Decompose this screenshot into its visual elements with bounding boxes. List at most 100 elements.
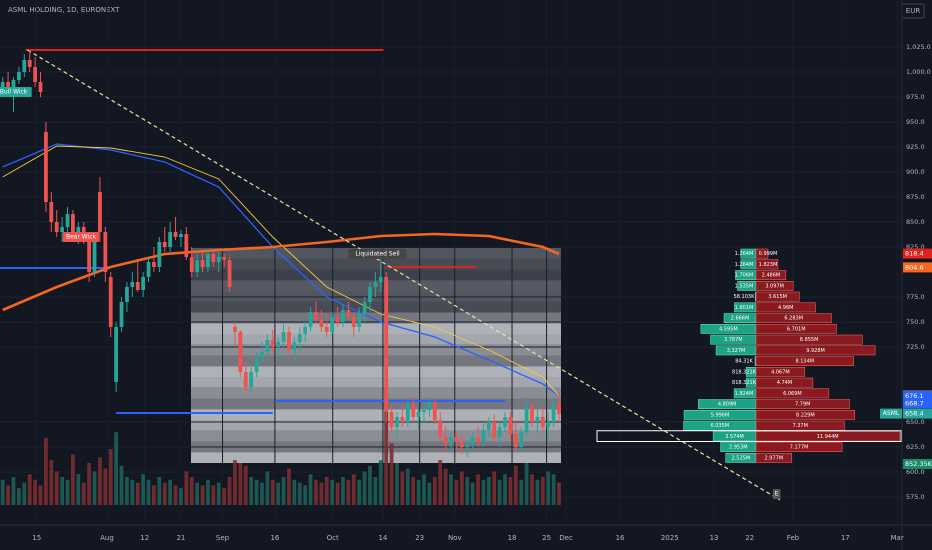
value-area-band (191, 258, 561, 270)
volume-bar (503, 474, 507, 505)
candle-body (389, 412, 394, 427)
x-tick-label: 21 (176, 534, 185, 542)
price-tag-label: 676.1 (905, 392, 924, 400)
candle-body (65, 214, 70, 227)
candle-body (98, 192, 102, 232)
volume-bar (265, 471, 270, 505)
volume-bar (6, 485, 10, 505)
volume-bar (81, 482, 86, 505)
volume-bar (422, 474, 426, 505)
profile-sell (755, 248, 769, 259)
volume-bar (297, 482, 302, 505)
x-tick-label: Mar (891, 534, 904, 542)
candle-body (125, 287, 129, 302)
volume-bar (146, 479, 151, 505)
volume-bar (0, 479, 5, 505)
y-tick-label: 575.0 (906, 493, 925, 501)
candle-body (195, 260, 200, 272)
y-tick-label: 600.0 (906, 468, 925, 476)
volume-bar (513, 465, 518, 505)
candle-body (168, 232, 173, 247)
volume-bar (427, 482, 432, 505)
price-tag-label: 658.4 (905, 410, 924, 418)
volume-bar (330, 479, 335, 505)
volume-bar (465, 477, 470, 505)
y-tick-label: 1,000.0 (906, 68, 931, 76)
profile-sell (755, 313, 832, 323)
candle-body (416, 412, 421, 417)
candle-body (411, 404, 416, 417)
volume-bar (351, 474, 356, 505)
volume-bar (189, 477, 194, 505)
profile-sell-label: 8.134M (795, 359, 814, 365)
profile-sell-label: 3.615M (768, 294, 787, 300)
volume-bar (384, 387, 389, 505)
x-tick-label: 15 (32, 534, 41, 542)
x-tick-label: 14 (378, 534, 387, 542)
value-area-band (191, 387, 561, 399)
x-tick-label: 12 (140, 534, 149, 542)
candle-body (6, 82, 10, 87)
poc-row (596, 430, 902, 442)
volume-bar (508, 477, 513, 505)
volume-bar (389, 443, 394, 505)
candle-body (162, 242, 167, 247)
profile-sell (755, 291, 800, 302)
candle-body (497, 427, 502, 437)
profile-buy-label: 2.525M (732, 455, 751, 461)
y-tick-label: 1,025.0 (906, 43, 931, 51)
candle-body (189, 257, 194, 272)
volume-bar (243, 465, 248, 505)
profile-sell (755, 334, 863, 345)
value-area-band (191, 334, 561, 345)
volume-bar (27, 474, 32, 505)
candle-body (438, 420, 443, 437)
volume-bar (557, 482, 561, 505)
profile-buy-label: 818.321K (732, 380, 757, 386)
candle-body (400, 417, 405, 422)
volume-bar (114, 432, 119, 505)
volume-bar (49, 460, 54, 505)
candle-body (184, 234, 189, 257)
candle-body (17, 72, 21, 80)
profile-sell (755, 442, 843, 452)
value-area-band (191, 452, 561, 463)
candle-body (233, 327, 237, 332)
volume-bar (438, 460, 443, 505)
profile-sell-label: 7.79M (795, 402, 810, 408)
volume-bar (486, 477, 491, 505)
candle-body (465, 444, 470, 447)
x-tick-label: Dec (559, 534, 573, 542)
annotation: E (775, 491, 779, 498)
volume-bar (65, 479, 70, 505)
profile-buy-label: 2.666M (731, 316, 750, 322)
volume-bar (292, 479, 297, 505)
candle-body (135, 282, 140, 290)
candle-body (346, 310, 351, 317)
profile-buy-label: 1.706M (735, 273, 754, 279)
x-tick-label: 16 (270, 534, 279, 542)
volume-bar (108, 449, 113, 505)
profile-sell-label: 8.855M (800, 337, 819, 343)
volume-bar (71, 454, 75, 505)
candle-body (557, 404, 561, 414)
currency[interactable]: EUR (906, 7, 921, 15)
moving-average (2, 232, 560, 312)
x-tick-label: 25 (542, 534, 551, 542)
y-tick-label: 650.0 (906, 418, 925, 426)
volume-bar (324, 477, 329, 505)
candle-body (297, 334, 302, 342)
candle-body (60, 227, 65, 232)
volume-bar (173, 485, 178, 505)
volume-bar (179, 488, 183, 505)
y-tick-label: 900.0 (906, 168, 925, 176)
price-tag (903, 262, 932, 273)
volume-bar (449, 474, 453, 505)
profile-buy-label: 3.787M (724, 337, 743, 343)
profile-buy-label: 2.953M (729, 445, 748, 451)
volume-bar (249, 477, 254, 505)
volume-bar (200, 485, 205, 505)
candle-body (103, 232, 108, 272)
volume-bar (98, 457, 102, 505)
profile-buy-label: 1.801M (735, 305, 754, 311)
